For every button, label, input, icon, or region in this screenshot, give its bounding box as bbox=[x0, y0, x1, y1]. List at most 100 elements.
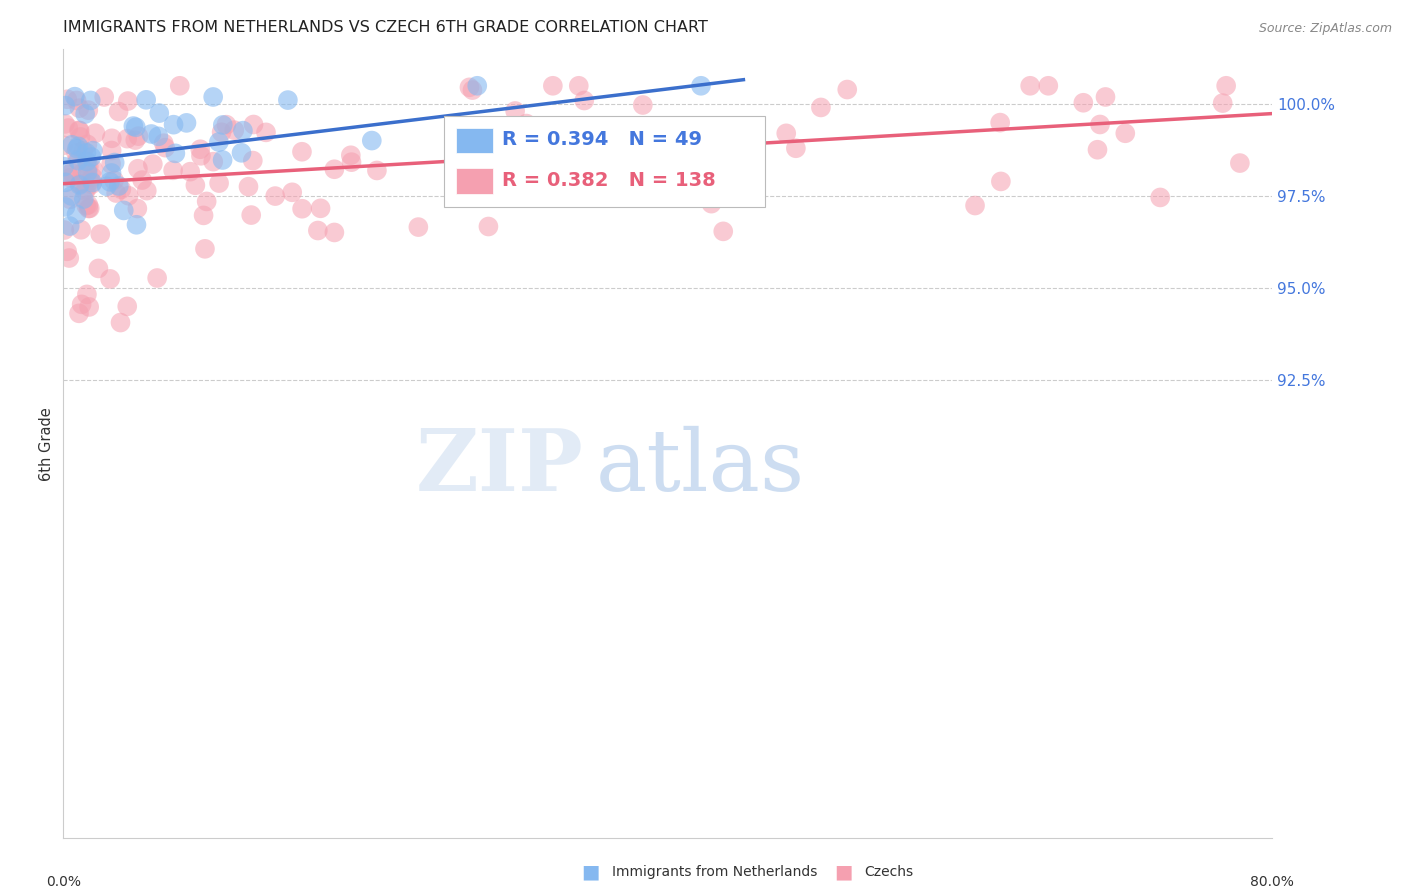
Point bbox=[53, 160, 76, 174]
Point bbox=[69, 177, 91, 191]
Point bbox=[65, 145, 87, 160]
Point bbox=[93, 90, 115, 104]
Point bbox=[963, 198, 986, 212]
Point bbox=[82, 176, 104, 190]
Point bbox=[110, 316, 132, 330]
Text: 0.0%: 0.0% bbox=[46, 875, 80, 889]
Point bbox=[148, 129, 170, 144]
Point bbox=[65, 207, 87, 221]
Point bbox=[810, 100, 832, 114]
Point bbox=[73, 184, 96, 198]
Point bbox=[148, 106, 170, 120]
Point bbox=[89, 227, 111, 241]
Point bbox=[1114, 126, 1136, 140]
Point bbox=[202, 90, 225, 104]
Point bbox=[60, 189, 83, 203]
Text: 80.0%: 80.0% bbox=[1250, 875, 1295, 889]
Point bbox=[107, 104, 129, 119]
Point bbox=[494, 131, 516, 145]
Point bbox=[58, 168, 80, 182]
Point bbox=[110, 182, 132, 196]
Point bbox=[482, 143, 505, 157]
Point bbox=[131, 173, 153, 187]
Point bbox=[77, 300, 100, 314]
Point bbox=[340, 155, 363, 169]
Point bbox=[340, 148, 363, 162]
Point bbox=[291, 145, 314, 159]
Point bbox=[122, 119, 145, 133]
Point bbox=[1212, 96, 1234, 111]
Point bbox=[471, 151, 494, 165]
Point bbox=[208, 135, 231, 149]
Point bbox=[69, 130, 91, 145]
Point bbox=[60, 166, 83, 180]
Point bbox=[988, 115, 1011, 129]
Point bbox=[146, 271, 169, 285]
Point bbox=[190, 149, 212, 163]
Point bbox=[60, 137, 83, 152]
Point bbox=[76, 182, 98, 196]
Point bbox=[75, 199, 97, 213]
Point bbox=[242, 153, 264, 168]
Point bbox=[66, 142, 89, 156]
Point bbox=[232, 123, 254, 137]
Point bbox=[360, 134, 382, 148]
Point bbox=[264, 189, 287, 203]
Point bbox=[103, 173, 125, 187]
Point bbox=[125, 218, 148, 232]
Point bbox=[96, 179, 118, 194]
Point bbox=[1073, 95, 1095, 110]
Point bbox=[690, 78, 713, 93]
Point bbox=[254, 125, 277, 139]
Point bbox=[503, 103, 526, 118]
Point bbox=[461, 83, 484, 97]
Point bbox=[169, 78, 191, 93]
Point bbox=[77, 202, 100, 216]
Point bbox=[541, 78, 564, 93]
Point bbox=[1215, 78, 1237, 93]
Point bbox=[568, 78, 591, 93]
Point bbox=[785, 141, 807, 155]
Point bbox=[155, 141, 177, 155]
Point bbox=[80, 94, 103, 108]
Point bbox=[82, 144, 104, 158]
Point bbox=[458, 80, 481, 95]
Point bbox=[309, 202, 332, 216]
Text: ■: ■ bbox=[581, 863, 600, 882]
Point bbox=[574, 94, 596, 108]
Point bbox=[176, 116, 198, 130]
Point bbox=[127, 129, 149, 144]
Point bbox=[53, 98, 76, 112]
Point bbox=[1094, 90, 1116, 104]
Point bbox=[465, 78, 488, 93]
Point bbox=[69, 123, 91, 137]
Point bbox=[202, 154, 225, 169]
Point bbox=[408, 220, 430, 235]
Point bbox=[53, 223, 76, 237]
Point bbox=[734, 120, 756, 134]
Point bbox=[211, 125, 233, 139]
Text: R = 0.394   N = 49: R = 0.394 N = 49 bbox=[502, 130, 702, 149]
Point bbox=[1087, 143, 1109, 157]
Point bbox=[67, 306, 90, 320]
Point bbox=[80, 150, 103, 164]
Point bbox=[52, 138, 75, 153]
Point bbox=[323, 162, 346, 177]
Point bbox=[59, 170, 82, 185]
Text: ZIP: ZIP bbox=[415, 425, 583, 509]
Point bbox=[700, 196, 723, 211]
Point bbox=[69, 178, 91, 192]
Point bbox=[98, 175, 121, 189]
Point bbox=[631, 98, 654, 112]
Point bbox=[84, 126, 107, 140]
Y-axis label: 6th Grade: 6th Grade bbox=[39, 407, 55, 481]
Point bbox=[63, 89, 86, 103]
Point bbox=[87, 261, 110, 276]
Point bbox=[108, 178, 131, 193]
Text: Czechs: Czechs bbox=[865, 865, 914, 880]
Point bbox=[76, 154, 98, 169]
Point bbox=[73, 192, 96, 206]
Text: IMMIGRANTS FROM NETHERLANDS VS CZECH 6TH GRADE CORRELATION CHART: IMMIGRANTS FROM NETHERLANDS VS CZECH 6TH… bbox=[63, 21, 709, 36]
Point bbox=[75, 107, 97, 121]
Point bbox=[162, 163, 184, 178]
